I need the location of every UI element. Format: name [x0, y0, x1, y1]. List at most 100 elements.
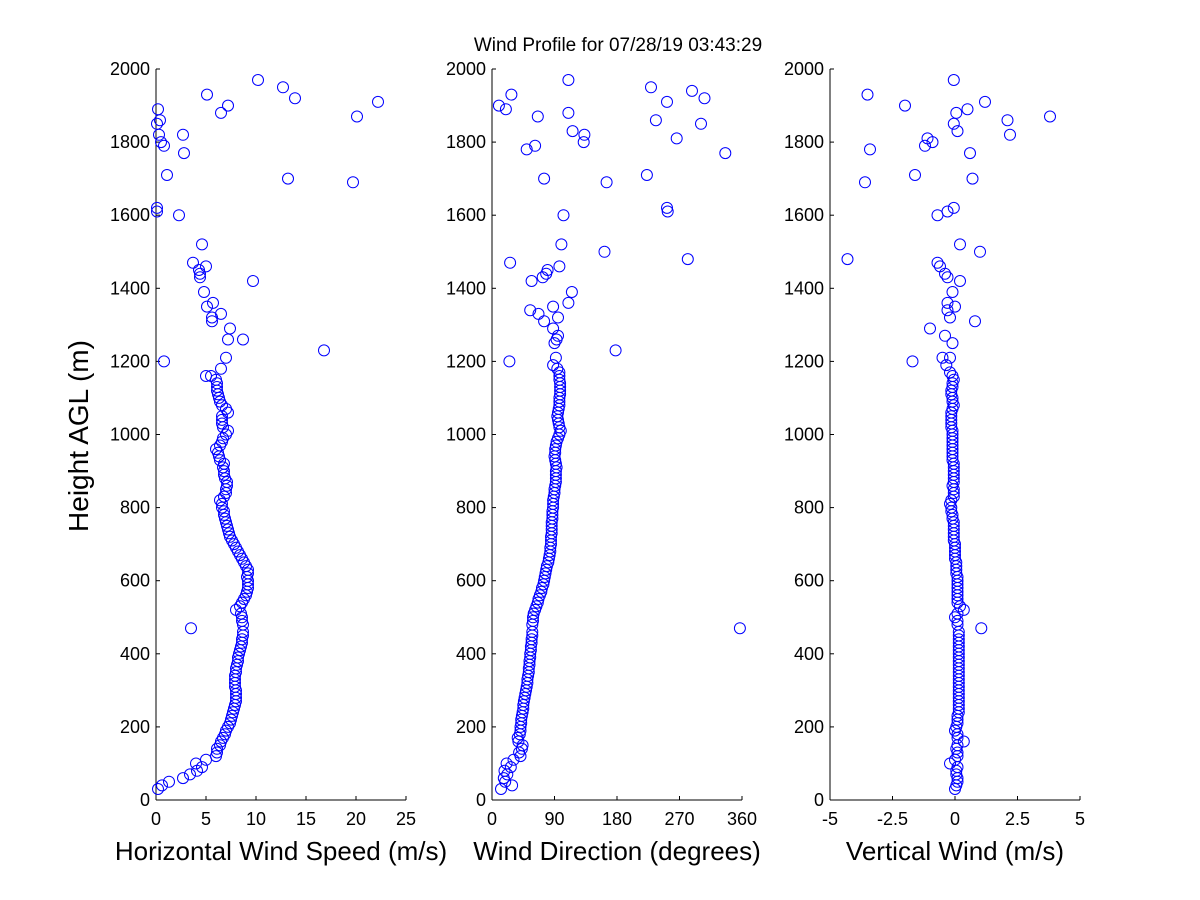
data-point — [220, 402, 232, 415]
x-tick-label: 5 — [1075, 809, 1085, 829]
y-tick-label: 1800 — [446, 132, 486, 152]
data-point — [562, 106, 575, 119]
data-point — [211, 381, 223, 393]
data-point — [236, 614, 248, 627]
data-point — [196, 761, 208, 774]
data-point — [372, 95, 384, 108]
data-point — [503, 355, 516, 368]
data-point — [161, 169, 173, 181]
data-point — [944, 311, 956, 324]
data-point — [158, 355, 170, 368]
data-point — [670, 132, 683, 145]
y-tick-label: 1200 — [110, 351, 150, 371]
data-point — [906, 355, 919, 368]
data-point — [211, 746, 223, 759]
data-point — [152, 783, 164, 795]
x-tick-label: 2.5 — [1005, 809, 1030, 829]
panel-horizontal-wind-speed: 0 200 400 600 800 1000 1200 1400 1600 1800 2000 0 5 1… — [110, 59, 447, 866]
data-point — [206, 315, 218, 328]
data-point — [207, 296, 219, 309]
data-point — [598, 245, 611, 258]
x-axis-title: Wind Direction (degrees) — [473, 836, 761, 866]
data-point — [196, 238, 208, 251]
data-point — [974, 245, 986, 258]
data-point — [547, 300, 560, 313]
data-point — [952, 633, 965, 646]
data-point — [941, 296, 954, 309]
data-point — [506, 779, 519, 792]
data-point — [158, 139, 170, 152]
x-tick-label: 0 — [151, 809, 161, 829]
data-point — [1001, 114, 1014, 127]
data-point — [951, 607, 964, 620]
data-point — [899, 99, 911, 112]
x-tick-label: -5 — [822, 809, 838, 829]
data-point — [242, 567, 254, 580]
data-point — [540, 563, 553, 576]
data-point — [966, 172, 979, 185]
data-point — [562, 296, 575, 309]
data-point — [177, 128, 189, 141]
data-point — [645, 81, 657, 94]
data-point — [939, 267, 951, 280]
data-point — [931, 256, 944, 269]
x-axis-title: Vertical Wind (m/s) — [846, 836, 1064, 866]
data-point — [215, 362, 227, 375]
data-point — [553, 260, 566, 273]
data-point — [222, 99, 234, 112]
data-point — [221, 519, 233, 532]
data-point — [213, 391, 225, 404]
data-point — [698, 92, 711, 105]
data-point — [527, 611, 539, 624]
y-tick-label: 1400 — [446, 278, 486, 298]
data-point — [215, 106, 227, 119]
data-point — [217, 461, 229, 474]
data-point — [975, 622, 988, 635]
data-point — [230, 603, 242, 616]
x-tick-label: -2.5 — [877, 809, 908, 829]
y-tick-label: 0 — [814, 790, 824, 810]
data-point — [529, 139, 542, 152]
data-point — [951, 614, 964, 627]
data-point — [950, 768, 963, 781]
data-point — [252, 74, 264, 86]
data-point — [495, 783, 507, 795]
data-point — [549, 439, 562, 452]
y-tick-label: 2000 — [446, 59, 486, 79]
data-point — [578, 128, 591, 141]
data-point — [1004, 128, 1016, 141]
data-point — [661, 95, 673, 108]
data-point — [577, 136, 590, 149]
x-tick-label: 90 — [544, 809, 564, 829]
data-point — [215, 307, 227, 320]
data-point — [184, 768, 196, 781]
y-tick-label: 800 — [120, 498, 150, 518]
y-tick-label: 800 — [794, 498, 824, 518]
y-tick-label: 1200 — [446, 351, 486, 371]
y-tick-label: 0 — [140, 790, 150, 810]
data-point — [153, 128, 165, 141]
x-tick-label: 5 — [201, 809, 211, 829]
data-point — [954, 275, 966, 287]
data-point — [640, 169, 653, 181]
data-point — [947, 74, 960, 86]
y-tick-label: 400 — [794, 644, 824, 664]
data-point — [233, 647, 245, 660]
data-point — [945, 494, 958, 507]
data-point — [200, 370, 212, 382]
data-point — [957, 735, 970, 748]
data-point — [513, 746, 526, 759]
data-point — [548, 337, 561, 350]
data-point — [600, 176, 613, 189]
data-point — [859, 176, 871, 189]
data-point — [223, 527, 235, 540]
data-point — [954, 600, 966, 613]
y-tick-label: 2000 — [110, 59, 150, 79]
data-point — [499, 103, 512, 116]
data-point — [535, 585, 548, 598]
x-tick-label: 270 — [664, 809, 694, 829]
data-point — [733, 622, 746, 635]
y-tick-label: 1600 — [446, 205, 486, 225]
data-point — [525, 633, 538, 646]
data-point — [205, 370, 217, 382]
